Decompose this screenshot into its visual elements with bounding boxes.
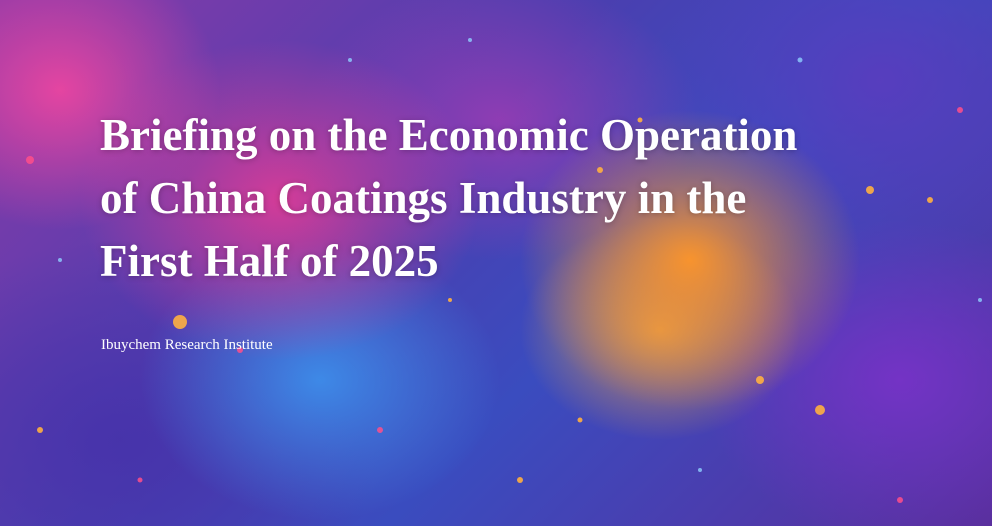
title-line: First Half of 2025 [100,236,439,286]
title: Briefing on the Economic Operation of Ch… [100,104,797,293]
subtitle: Ibuychem Research Institute [101,337,273,353]
title-line: of China Coatings Industry in the [100,173,747,223]
title-line: Briefing on the Economic Operation [100,110,798,160]
